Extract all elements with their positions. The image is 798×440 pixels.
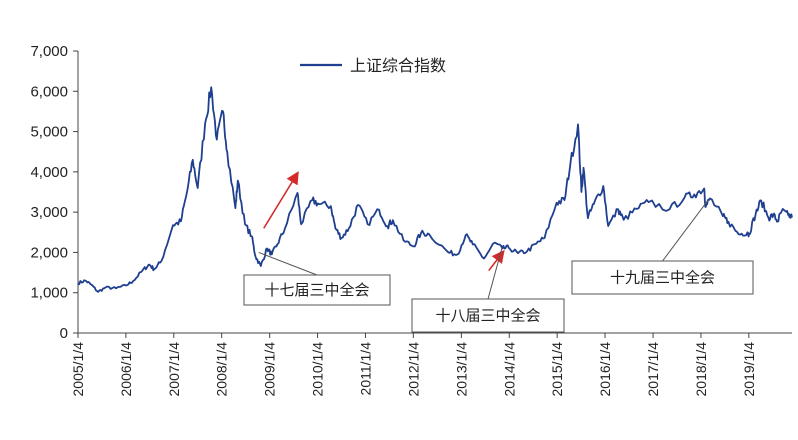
y-tick-label: 0 [60, 325, 68, 342]
callout-label: 十七届三中全会 [264, 281, 369, 299]
y-tick-label: 3,000 [30, 204, 68, 221]
x-tick-label: 2019/1/4 [741, 342, 757, 397]
callout-leader [487, 246, 503, 300]
x-tick-label: 2009/1/4 [262, 342, 278, 397]
x-tick-label: 2007/1/4 [166, 342, 182, 397]
callout-leader [258, 251, 318, 276]
y-tick-label: 2,000 [30, 244, 68, 261]
y-tick-label: 6,000 [30, 83, 68, 100]
callout-box [411, 298, 565, 333]
x-tick-label: 2012/1/4 [405, 342, 421, 397]
y-tick-label: 1,000 [30, 285, 68, 302]
x-tick-label: 2005/1/4 [70, 342, 86, 397]
x-tick-label: 2006/1/4 [118, 342, 134, 397]
series-layer [77, 86, 793, 293]
legend: 上证综合指数 [300, 56, 446, 75]
series-line [77, 86, 793, 293]
callout-leader [662, 199, 709, 262]
y-tick-labels: 0 1,000 2,000 3,000 4,000 5,000 6,000 7,000 [30, 43, 68, 342]
trend-arrow [263, 171, 299, 229]
legend-label: 上证综合指数 [350, 56, 446, 75]
callout-label: 十九届三中全会 [610, 269, 715, 287]
x-tick-label: 2013/1/4 [453, 342, 469, 397]
x-tick-label: 2011/1/4 [357, 342, 373, 396]
y-tick-label: 4,000 [30, 164, 68, 181]
y-tick-label: 5,000 [30, 124, 68, 141]
x-tick-label: 2014/1/4 [501, 342, 517, 397]
x-tick-label: 2017/1/4 [645, 342, 661, 397]
x-tick-label: 2008/1/4 [214, 342, 230, 397]
x-tick-label: 2010/1/4 [310, 342, 326, 397]
x-tick-label: 2015/1/4 [549, 342, 565, 397]
callout-box [243, 274, 391, 306]
y-tick-label: 7,000 [30, 43, 68, 60]
axes [73, 50, 792, 338]
callout-box [571, 260, 754, 295]
x-tick-labels: 2005/1/4 2006/1/4 2007/1/4 2008/1/4 2009/1/4… [70, 342, 757, 397]
callout-label: 十八届三中全会 [435, 307, 540, 325]
x-tick-label: 2018/1/4 [693, 342, 709, 397]
x-tick-label: 2016/1/4 [597, 342, 613, 397]
trend-arrow [488, 249, 505, 272]
